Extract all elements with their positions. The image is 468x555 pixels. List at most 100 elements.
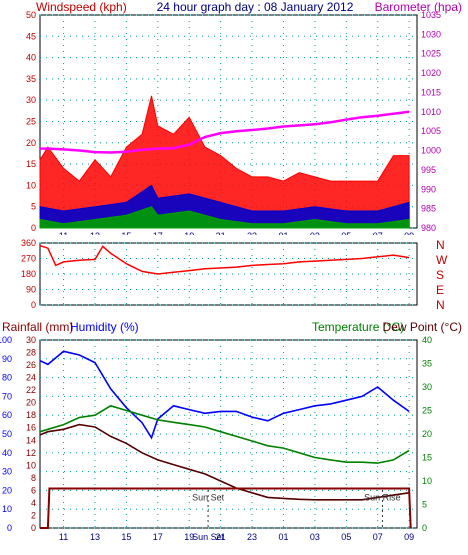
rain-tick-label: 0 <box>31 523 36 533</box>
humidity-title: Humidity (%) <box>70 320 139 334</box>
lower-x-tick-label: 13 <box>90 532 100 542</box>
rain-tick-label: 30 <box>26 335 36 345</box>
temperature-tick-label: 30 <box>422 382 432 392</box>
humidity-tick-label: 80 <box>2 373 12 383</box>
humidity-tick-label: 70 <box>2 391 12 401</box>
wind-x-tick-label: 11 <box>59 231 68 235</box>
lower-x-tick-label: 05 <box>341 532 351 542</box>
temperature-tick-label: 5 <box>422 500 427 510</box>
lower-x-tick-label: 19 <box>184 532 194 542</box>
rain-tick-label: 24 <box>26 373 36 383</box>
humidity-tick-label: 40 <box>2 448 12 458</box>
wind-x-tick-label: 19 <box>184 231 194 235</box>
temperature-title: Temperature (°C) <box>312 320 404 334</box>
wind-tick-label: 5 <box>31 202 36 212</box>
lower-x-tick-label: 09 <box>404 532 414 542</box>
wind-tick-label: 10 <box>26 180 36 190</box>
temp-humidity-chart: Rainfall (mm) Humidity (%) Temperature (… <box>0 320 462 542</box>
compass-label: N <box>436 238 445 252</box>
wind-tick-label: 25 <box>26 117 36 127</box>
temperature-tick-label: 35 <box>422 359 432 369</box>
rain-tick-label: 28 <box>26 348 36 358</box>
direction-tick-label: 0 <box>31 300 36 310</box>
barometer-tick-label: 985 <box>421 204 436 214</box>
direction-tick-label: 180 <box>21 269 36 279</box>
wind-series-layer <box>39 95 410 229</box>
wind-tick-label: 40 <box>26 53 36 63</box>
rain-tick-label: 12 <box>26 448 36 458</box>
wind-x-tick-label: 05 <box>341 231 351 235</box>
compass-label: N <box>436 298 445 312</box>
sun-markers: Sun Set Sun Rise <box>192 490 401 528</box>
sunrise-label: Sun Rise <box>364 493 401 503</box>
temperature-tick-label: 10 <box>422 476 432 486</box>
humidity-tick-label: 50 <box>2 429 12 439</box>
rain-title: Rainfall (mm) <box>2 320 73 334</box>
dewpoint-title: Dew Point (°C) <box>383 320 462 334</box>
wind-x-tick-label: 09 <box>404 231 414 235</box>
compass-label: S <box>436 268 444 282</box>
lower-x-tick-label: 15 <box>121 532 131 542</box>
chart-title: 24 hour graph day : 08 January 2012 <box>157 0 354 14</box>
temperature-tick-label: 25 <box>422 406 432 416</box>
wind-x-tick-label: 15 <box>121 231 131 235</box>
wind-tick-label: 35 <box>26 74 36 84</box>
humidity-tick-label: 100 <box>0 335 12 345</box>
humidity-tick-label: 90 <box>2 354 12 364</box>
humidity-tick-label: 10 <box>2 504 12 514</box>
barometer-tick-label: 1020 <box>421 68 441 78</box>
lower-x-tick-label: 07 <box>373 532 383 542</box>
series-dewpoint <box>39 423 410 501</box>
wind-title: Windspeed (kph) <box>36 0 127 14</box>
wind-tick-label: 45 <box>26 31 36 41</box>
wind-tick-label: 30 <box>26 95 36 105</box>
wind-x-tick-label: 07 <box>373 231 383 235</box>
humidity-tick-label: 30 <box>2 467 12 477</box>
lower-x-tick-label: 01 <box>278 532 288 542</box>
temperature-axis-ticks: 0 5 10 15 20 25 30 35 40 <box>422 335 432 533</box>
wind-x-tick-label: 01 <box>278 231 288 235</box>
direction-series-layer <box>39 244 410 275</box>
wind-x-tick-label: 21 <box>216 231 226 235</box>
barometer-tick-label: 1030 <box>421 29 441 39</box>
compass-label: E <box>436 283 444 297</box>
barometer-tick-label: 1005 <box>421 126 441 136</box>
rain-tick-label: 4 <box>31 498 36 508</box>
temperature-tick-label: 40 <box>422 335 432 345</box>
series-rain <box>40 487 412 529</box>
lower-x-tick-label: 17 <box>153 532 163 542</box>
barometer-tick-label: 1035 <box>421 10 441 20</box>
temperature-tick-label: 0 <box>422 523 427 533</box>
barometer-tick-label: 1010 <box>421 107 441 117</box>
rain-tick-label: 20 <box>26 398 36 408</box>
barometer-tick-label: 1025 <box>421 49 441 59</box>
wind-x-tick-label: 23 <box>247 231 257 235</box>
rain-tick-label: 22 <box>26 385 36 395</box>
rain-tick-label: 8 <box>31 473 36 483</box>
wind-x-tick-label: 13 <box>90 231 100 235</box>
direction-tick-label: 360 <box>21 238 36 248</box>
series-temperature <box>39 404 410 464</box>
wind-tick-label: 50 <box>26 10 36 20</box>
humidity-tick-label: 20 <box>2 485 12 495</box>
barometer-title: Barometer (hpa) <box>375 0 462 14</box>
rain-tick-label: 26 <box>26 360 36 370</box>
direction-axis-ticks: 0 90 180 270 360 <box>21 238 36 310</box>
wind-barometer-chart: Windspeed (kph) 24 hour graph day : 08 J… <box>26 0 462 235</box>
rain-tick-label: 16 <box>26 423 36 433</box>
temperature-tick-label: 15 <box>422 453 432 463</box>
rain-tick-label: 2 <box>31 510 36 520</box>
lower-x-tick-label: Sun Set <box>192 532 225 542</box>
series-wind-low <box>39 206 410 229</box>
humidity-tick-label: 0 <box>7 523 12 533</box>
wind-axis-ticks: 0 5 10 15 20 25 30 35 40 45 50 <box>26 10 36 233</box>
rain-tick-label: 6 <box>31 485 36 495</box>
barometer-axis-ticks: 980 985 990 995 1000 1005 1010 1015 1020 1025 1030… <box>421 10 441 233</box>
lower-series-layer <box>39 350 412 529</box>
rain-tick-label: 10 <box>26 460 36 470</box>
